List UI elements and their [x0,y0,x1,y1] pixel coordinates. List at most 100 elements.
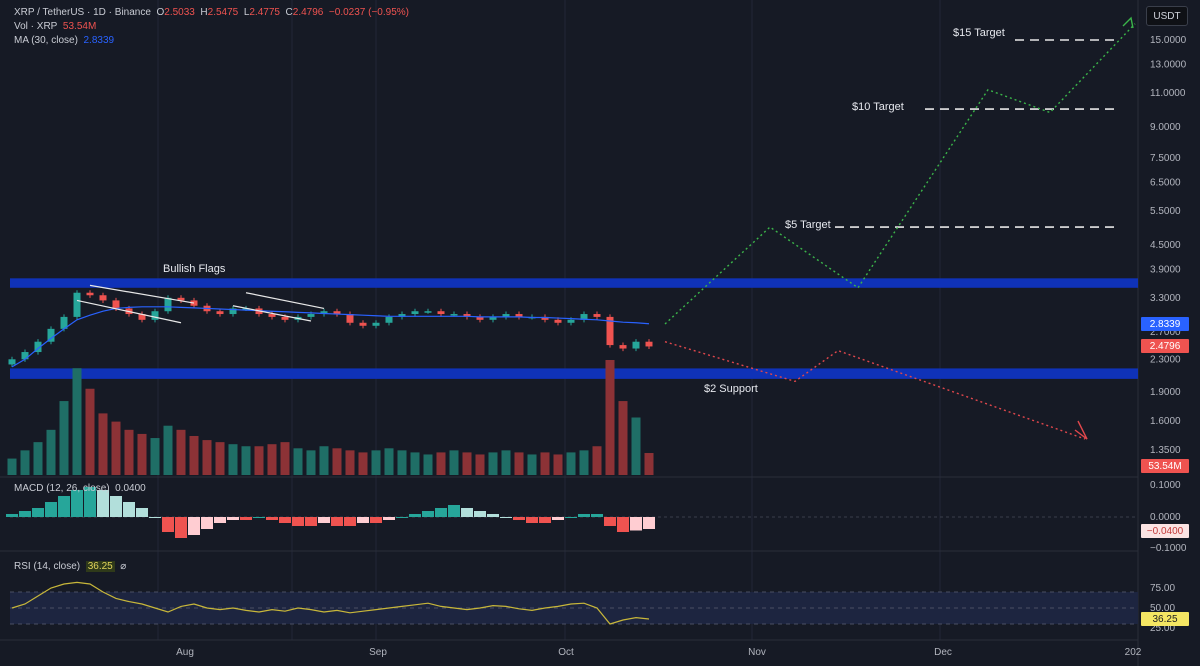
price-tick-label: 13.0000 [1150,59,1187,70]
candle-body [216,311,224,315]
target-15-label: $15 Target [953,27,1005,39]
candle-body [229,308,237,315]
price-tick-label: 4.5000 [1150,240,1181,251]
macd-badge: −0.0400 [1141,524,1189,538]
candle-body [554,319,562,323]
macd-bar [370,517,382,523]
macd-bar [188,517,200,535]
x-axis: Aug Sep Oct Nov Dec 202 [176,647,1142,658]
macd-bar [214,517,226,523]
volume-bar [345,450,355,475]
candle-body [151,311,159,320]
candle-body [567,319,575,323]
price-tick-label: 11.0000 [1150,88,1186,99]
price-tick-label: 3.3000 [1150,293,1181,304]
volume-bar [163,425,173,475]
volume-bar [488,452,498,475]
macd-bar [435,508,447,517]
volume-bar [202,440,212,475]
low-value: 2.4775 [249,7,280,18]
price-tick-label: 2.3000 [1150,354,1181,365]
x-tick-label: Nov [748,647,766,658]
rsi-band [10,592,1138,624]
candle-body [138,314,146,320]
currency-unit-button[interactable]: USDT [1146,6,1188,26]
volume-bar [501,450,511,475]
volume-bar [579,450,589,475]
macd-tick-label: 0.1000 [1150,480,1181,491]
macd-bar [383,517,395,520]
macd-bar [71,490,83,517]
candle-body [320,311,328,315]
macd-bar [266,517,278,520]
volume-bar [475,454,485,475]
rsi-tick-label: 75.00 [1150,583,1175,594]
candle-body [437,311,445,315]
macd-bar [565,517,577,518]
rsi-tick-label: 25.00 [1150,623,1175,634]
candle-body [281,316,289,320]
volume-bar [358,452,368,475]
candle-body [242,308,250,310]
volume-bar [449,450,459,475]
volume-bar [59,401,69,475]
volume-header: Vol · XRP 53.54M [14,21,97,32]
candle-body [86,292,94,296]
macd-bar [149,517,161,518]
candle-body [164,297,172,312]
candle-body [398,314,406,317]
macd-header: MACD (12, 26, close) 0.0400 [14,483,146,494]
volume-bar [384,448,394,475]
macd-bar [227,517,239,520]
candle-body [34,341,42,353]
macd-bar [331,517,343,526]
macd-bar [526,517,538,523]
macd-bar [409,514,421,517]
macd-bar [162,517,174,532]
volume-bar [189,435,199,475]
x-tick-label: 202 [1125,647,1142,658]
volume-bar [371,450,381,475]
support-zone [10,368,1138,379]
volume-value: 53.54M [62,21,97,32]
macd-bar [32,508,44,517]
x-tick-label: Oct [558,647,574,658]
volume-bar [527,454,537,475]
volume-bar [319,446,329,475]
volume-bar [241,446,251,475]
price-tick-label: 5.5000 [1150,206,1181,217]
volume-bar [423,454,433,475]
flag-line [89,284,195,304]
volume-bar [98,413,108,475]
high-value: 2.5475 [207,7,239,18]
candle-body [333,311,341,315]
macd-histogram [6,487,1138,538]
volume-bar [397,450,407,475]
macd-header-value: 0.0400 [115,483,146,494]
target-5-label: $5 Target [785,219,831,231]
macd-bar [422,511,434,517]
macd-bar [253,517,265,518]
ma-line [11,306,650,368]
macd-bar [474,511,486,517]
bullish-flags-label: Bullish Flags [163,263,226,275]
volume-bar [20,450,30,475]
candle-body [502,314,510,317]
bearish-arrowhead [1074,420,1088,440]
candle-body [515,314,523,317]
target-10-label: $10 Target [852,101,904,113]
macd-bar [201,517,213,529]
macd-bar [344,517,356,526]
macd-bar [45,502,57,517]
candle-body [450,314,458,316]
macd-bar [630,517,642,531]
macd-bar [513,517,525,520]
volume-bar [46,429,56,475]
macd-bar [396,517,408,518]
macd-bar [357,517,369,523]
volume-bar [540,452,550,475]
candle-body [619,345,627,349]
open-value: 2.5033 [164,7,195,18]
macd-bar [292,517,304,526]
volume-bar [605,360,615,475]
